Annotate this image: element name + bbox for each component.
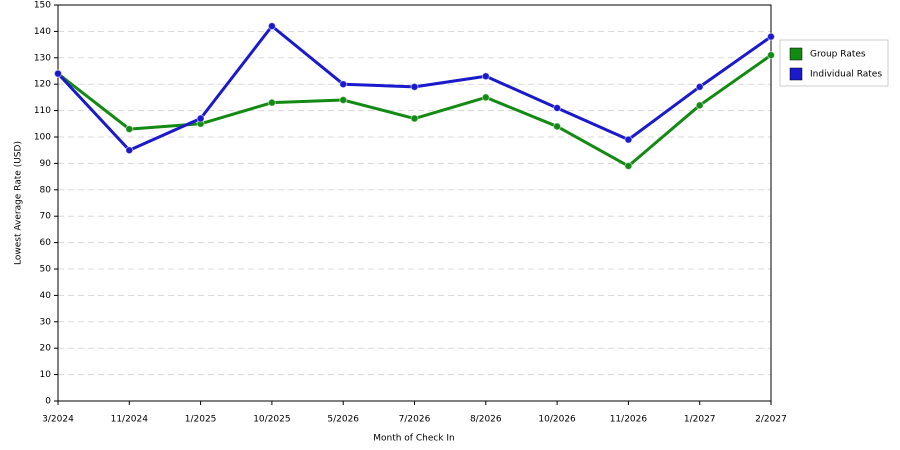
x-tick-label: 11/2024 [111, 415, 149, 425]
x-tick-label: 10/2025 [253, 415, 290, 425]
data-point [410, 82, 419, 91]
data-point [481, 93, 490, 102]
data-point [125, 125, 134, 134]
data-point [54, 69, 62, 78]
data-point [267, 22, 276, 31]
y-tick-label: 0 [45, 397, 51, 407]
y-tick-label: 20 [40, 344, 52, 354]
x-tick-label: 10/2026 [538, 415, 576, 425]
data-point [553, 103, 562, 112]
legend-swatch [789, 47, 803, 61]
y-tick-label: 130 [34, 53, 51, 63]
data-point [410, 114, 419, 123]
data-point [624, 162, 633, 171]
x-tick-label: 1/2027 [684, 415, 716, 425]
x-axis-label: Month of Check In [373, 434, 455, 444]
y-tick-label: 30 [40, 317, 52, 327]
y-tick-label: 140 [34, 27, 51, 37]
y-tick-label: 90 [40, 159, 52, 169]
y-tick-label: 150 [34, 1, 51, 11]
data-point [339, 96, 348, 105]
data-point [695, 82, 704, 91]
x-tick-label: 11/2026 [610, 415, 648, 425]
legend-label: Individual Rates [810, 70, 882, 80]
y-tick-label: 110 [34, 106, 51, 116]
y-tick-label: 40 [40, 291, 52, 301]
data-point [339, 80, 348, 89]
data-point [767, 51, 775, 60]
x-tick-label: 2/2027 [755, 415, 787, 425]
legend-swatch [789, 67, 803, 81]
data-point [267, 98, 276, 107]
data-point [125, 146, 134, 155]
x-tick-label: 5/2026 [327, 415, 359, 425]
data-point [624, 135, 633, 144]
x-tick-label: 3/2024 [42, 415, 74, 425]
data-point [553, 122, 562, 131]
y-axis-label: Lowest Average Rate (USD) [14, 141, 24, 265]
x-tick-label: 7/2026 [399, 415, 431, 425]
y-tick-label: 120 [34, 80, 51, 90]
x-tick-label: 1/2025 [185, 415, 217, 425]
data-point [767, 32, 775, 41]
x-tick-label: 8/2026 [470, 415, 502, 425]
y-tick-label: 50 [40, 265, 52, 275]
y-tick-label: 60 [40, 238, 52, 248]
data-point [196, 114, 205, 123]
series-line [57, 53, 772, 168]
data-point [481, 72, 490, 81]
y-tick-label: 80 [40, 185, 52, 195]
y-tick-label: 100 [34, 133, 51, 143]
legend-label: Group Rates [810, 50, 866, 60]
y-tick-label: 70 [40, 212, 52, 222]
y-tick-label: 10 [40, 370, 52, 380]
data-point [695, 101, 704, 110]
plot-frame [57, 4, 772, 402]
